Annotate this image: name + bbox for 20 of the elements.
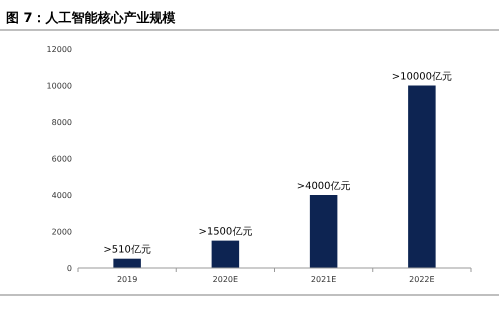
y-tick-label: 8000 (52, 118, 72, 127)
chart-title: 图 7：人工智能核心产业规模 (6, 10, 176, 26)
y-tick-label: 12000 (46, 45, 72, 54)
bar (408, 86, 436, 268)
y-tick-label: 10000 (46, 82, 72, 90)
bar (212, 240, 240, 268)
y-tick-label: 6000 (52, 154, 72, 164)
data-label: >10000亿元 (392, 72, 452, 82)
x-tick-label: 2019 (116, 275, 138, 284)
x-tick-label: 2020E (212, 275, 238, 284)
bar (310, 195, 338, 268)
y-tick-label: 4000 (52, 191, 72, 200)
data-label: >1500亿元 (198, 226, 252, 238)
bar (113, 258, 141, 268)
x-tick-label: 2021E (310, 275, 336, 284)
x-tick-label: 2022E (409, 275, 435, 284)
data-label: >4000亿元 (296, 181, 351, 192)
data-label: >510亿元 (103, 244, 151, 256)
y-tick-label: 0 (66, 264, 72, 273)
y-tick-label: 2000 (52, 228, 72, 236)
